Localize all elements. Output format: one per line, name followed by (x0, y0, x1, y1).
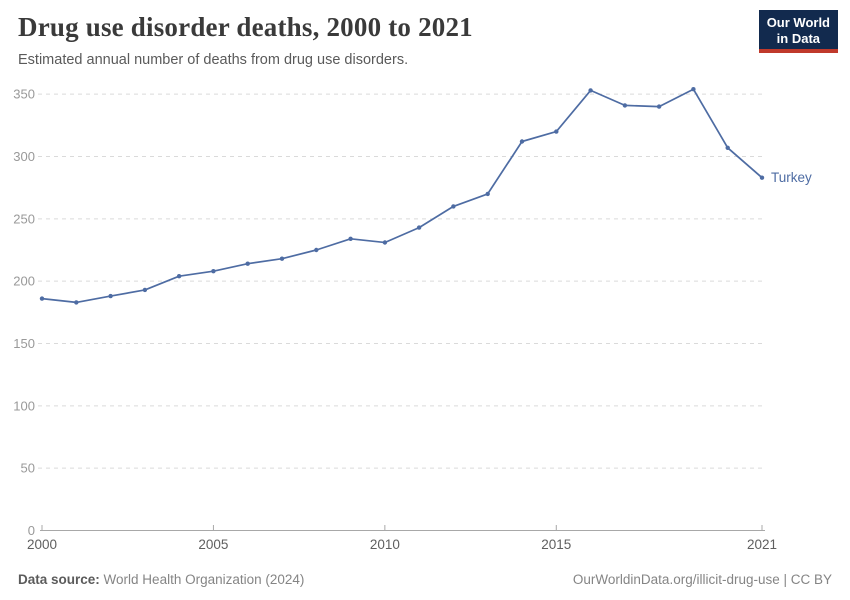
data-point[interactable] (725, 145, 730, 150)
data-point[interactable] (656, 104, 662, 109)
y-tick-label: 50 (21, 461, 35, 476)
data-point[interactable] (485, 191, 490, 197)
data-point[interactable] (691, 87, 696, 92)
chart-footer: Data source: World Health Organization (… (18, 572, 832, 587)
x-tick-label: 2010 (370, 537, 400, 552)
data-point[interactable] (348, 236, 353, 241)
y-tick-label: 100 (13, 398, 35, 413)
data-point[interactable] (314, 247, 319, 253)
data-point[interactable] (211, 269, 216, 274)
y-tick-label: 150 (13, 336, 35, 351)
page-title: Drug use disorder deaths, 2000 to 2021 (18, 12, 473, 42)
data-point[interactable] (176, 274, 182, 279)
data-point[interactable] (382, 240, 388, 245)
x-tick-label: 2021 (747, 537, 777, 552)
data-point[interactable] (74, 300, 79, 305)
data-source-label: Data source: (18, 572, 100, 587)
chart-subtitle: Estimated annual number of deaths from d… (18, 52, 409, 68)
series-label-turkey[interactable]: Turkey (771, 170, 812, 185)
data-point[interactable] (759, 175, 765, 180)
footer-link[interactable]: OurWorldinData.org/illicit-drug-use | CC… (572, 572, 832, 587)
y-tick-label: 0 (28, 523, 35, 538)
y-tick-label: 250 (13, 211, 35, 226)
owid-logo-line1: Our World (766, 15, 830, 30)
x-tick-label: 2005 (198, 537, 228, 552)
data-point[interactable] (451, 204, 456, 209)
owid-logo[interactable]: Our World in Data (758, 10, 838, 54)
data-source-value: World Health Organization (2024) (103, 572, 305, 587)
data-point[interactable] (554, 129, 559, 134)
data-point[interactable] (279, 256, 285, 261)
data-point[interactable] (245, 261, 250, 266)
series-line-turkey[interactable] (41, 88, 763, 304)
data-point[interactable] (39, 296, 45, 301)
y-tick-label: 200 (13, 274, 35, 289)
data-source: Data source: World Health Organization (… (18, 572, 304, 587)
x-tick-label: 2015 (541, 537, 571, 552)
y-tick-label: 350 (13, 87, 35, 102)
data-point[interactable] (519, 139, 525, 144)
data-point[interactable] (588, 88, 593, 93)
y-tick-label: 300 (13, 149, 35, 164)
data-point[interactable] (622, 103, 628, 108)
data-point[interactable] (108, 293, 113, 299)
data-point[interactable] (416, 225, 422, 230)
owid-logo-line2: in Data (776, 30, 821, 46)
data-point[interactable] (142, 287, 148, 293)
x-tick-label: 2000 (27, 537, 57, 552)
